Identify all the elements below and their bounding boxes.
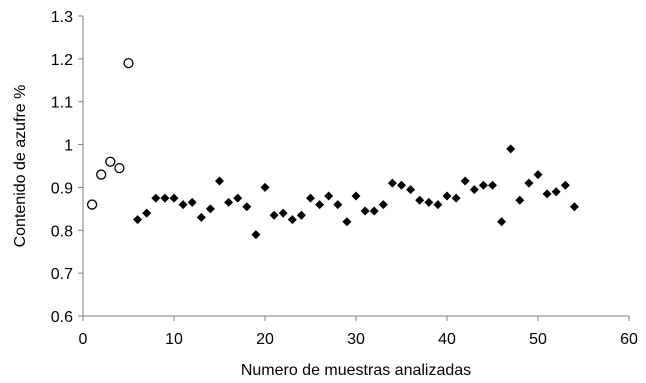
data-point-filled-diamond <box>324 191 334 201</box>
x-tick-label: 50 <box>529 331 547 348</box>
data-point-filled-diamond <box>369 206 379 216</box>
data-point-filled-diamond <box>351 191 361 201</box>
data-point-filled-diamond <box>415 195 425 205</box>
data-point-open-circle <box>105 156 116 167</box>
data-point-filled-diamond <box>478 180 488 190</box>
data-point-filled-diamond <box>397 180 406 190</box>
data-point-filled-diamond <box>278 208 288 218</box>
data-point-filled-diamond <box>451 193 461 203</box>
data-point-filled-diamond <box>306 193 315 203</box>
data-point-filled-diamond <box>406 185 416 195</box>
data-point-filled-diamond <box>187 197 197 207</box>
data-point-filled-diamond <box>488 180 497 190</box>
data-point-filled-diamond <box>287 215 297 225</box>
data-point-filled-diamond <box>360 206 370 216</box>
x-tick-label: 0 <box>79 331 88 348</box>
data-point-filled-diamond <box>387 178 397 188</box>
data-point-filled-diamond <box>160 193 170 203</box>
data-point-filled-diamond <box>242 202 252 212</box>
y-tick-label: 1.2 <box>51 52 73 69</box>
y-tick-label: 1 <box>64 138 73 155</box>
data-point-filled-diamond <box>442 191 452 201</box>
x-tick-label: 20 <box>256 331 274 348</box>
data-point-filled-diamond <box>142 208 152 218</box>
y-axis-title: Contenido de azufre % <box>12 85 29 248</box>
axes <box>82 16 629 317</box>
y-tick-label: 0.9 <box>51 180 73 197</box>
data-point-filled-diamond <box>233 193 243 203</box>
data-point-filled-diamond <box>133 215 143 225</box>
x-axis-ticks: 0 10 20 30 40 50 60 <box>79 316 638 348</box>
data-point-open-circle <box>96 169 107 180</box>
data-point-filled-diamond <box>497 217 507 227</box>
data-point-filled-diamond <box>269 210 279 220</box>
data-point-filled-diamond <box>260 182 270 192</box>
y-tick-label: 0.8 <box>51 223 73 240</box>
data-point-filled-diamond <box>542 189 552 199</box>
data-point-open-circle <box>86 199 98 210</box>
data-point-filled-diamond <box>251 230 261 240</box>
x-tick-label: 30 <box>347 331 365 348</box>
y-tick-label: 0.6 <box>51 309 73 326</box>
data-point-filled-diamond <box>205 204 215 214</box>
x-tick-label: 10 <box>165 331 183 348</box>
data-point-filled-diamond <box>551 187 561 197</box>
data-point-open-circle <box>123 57 134 69</box>
data-point-filled-diamond <box>333 200 343 210</box>
x-tick-label: 40 <box>438 331 456 348</box>
data-point-filled-diamond <box>506 144 516 154</box>
data-point-open-circle <box>114 162 125 174</box>
data-point-filled-diamond <box>178 200 188 210</box>
data-point-filled-diamond <box>424 197 434 207</box>
data-point-filled-diamond <box>224 197 234 207</box>
data-point-filled-diamond <box>342 217 352 227</box>
data-point-filled-diamond <box>433 200 443 210</box>
data-point-filled-diamond <box>169 193 179 203</box>
y-tick-label: 1.3 <box>51 9 73 26</box>
y-tick-label: 0.7 <box>51 266 73 283</box>
data-point-filled-diamond <box>196 212 206 222</box>
data-point-filled-diamond <box>151 193 161 203</box>
data-point-filled-diamond <box>569 202 579 212</box>
data-point-filled-diamond <box>315 200 325 210</box>
data-point-filled-diamond <box>378 200 388 210</box>
data-points <box>86 57 579 240</box>
data-point-filled-diamond <box>215 176 224 186</box>
x-tick-label: 60 <box>620 331 638 348</box>
data-point-filled-diamond <box>560 180 570 190</box>
data-point-filled-diamond <box>296 210 306 220</box>
y-axis-ticks: 0.6 0.7 0.8 0.9 1 1.1 1.2 1.3 <box>51 9 83 326</box>
data-point-filled-diamond <box>533 170 543 180</box>
y-tick-label: 1.1 <box>51 95 73 112</box>
data-point-filled-diamond <box>469 185 479 195</box>
data-point-filled-diamond <box>515 195 525 205</box>
x-axis-title: Numero de muestras analizadas <box>241 362 471 379</box>
data-point-filled-diamond <box>524 178 534 188</box>
data-point-filled-diamond <box>460 176 470 186</box>
